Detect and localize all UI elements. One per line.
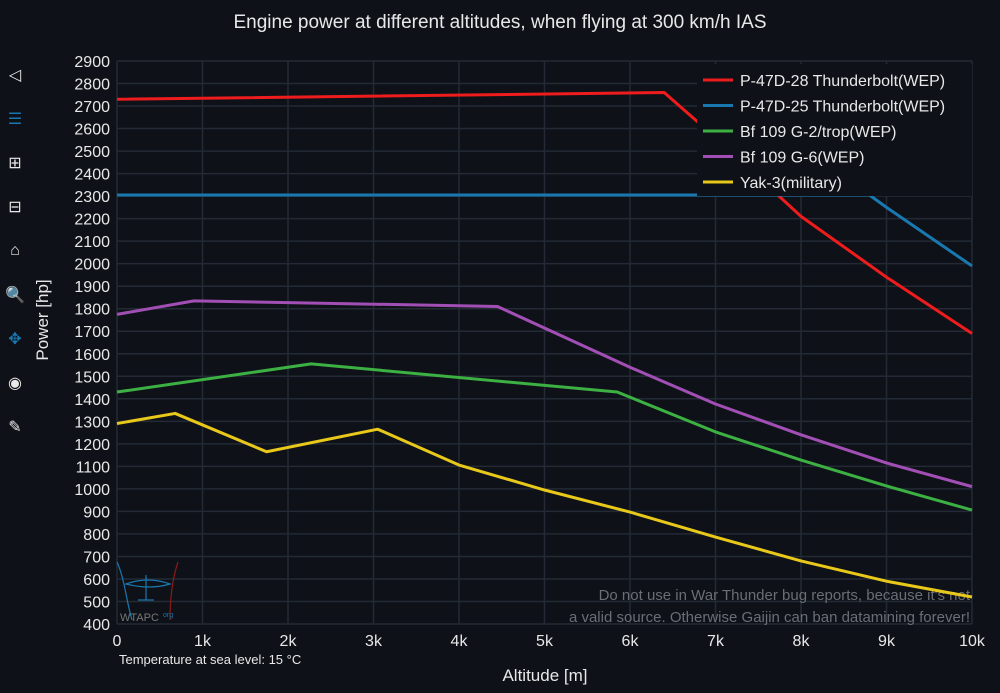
y-tick-label: 500 xyxy=(83,594,110,611)
x-tick-label: 7k xyxy=(707,633,725,650)
edit-icon[interactable]: ✎ xyxy=(8,419,22,436)
series-line-4[interactable] xyxy=(116,411,973,599)
y-tick-label: 1400 xyxy=(74,392,110,409)
y-tick-label: 700 xyxy=(83,549,110,566)
y-tick-label: 800 xyxy=(83,527,110,544)
y-tick-label: 2100 xyxy=(74,234,110,251)
disclaimer-line-2: a valid source. Otherwise Gaijin can ban… xyxy=(569,609,970,626)
x-tick-label: 3k xyxy=(365,633,383,650)
y-tick-label: 1500 xyxy=(74,369,110,386)
y-tick-label: 2700 xyxy=(74,99,110,116)
y-tick-label: 1100 xyxy=(76,459,111,476)
legend-label[interactable]: Yak-3(military) xyxy=(740,175,842,192)
x-tick-label: 6k xyxy=(622,633,640,650)
legend[interactable]: P-47D-28 Thunderbolt(WEP) P-47D-25 Thunde… xyxy=(697,64,972,196)
y-tick-label: 600 xyxy=(83,572,110,589)
y-tick-label: 2300 xyxy=(74,189,110,206)
y-tick-label: 1300 xyxy=(74,414,110,431)
zoom-box-icon[interactable]: 🔍 xyxy=(5,287,25,304)
y-tick-label: 1600 xyxy=(74,347,110,364)
y-tick-label: 900 xyxy=(83,504,110,521)
logo-text: WTAPC xyxy=(120,612,159,624)
legend-label[interactable]: P-47D-25 Thunderbolt(WEP) xyxy=(740,99,945,116)
series-line-2[interactable] xyxy=(116,362,973,512)
y-tick-label: 1000 xyxy=(74,482,110,499)
y-tick-label: 2400 xyxy=(74,167,110,184)
y-tick-label: 2200 xyxy=(74,212,110,229)
x-tick-label: 1k xyxy=(194,633,212,650)
pan-icon[interactable]: ✥ xyxy=(8,331,22,348)
wtapc-logo: WTAPC org xyxy=(116,561,179,624)
toolbar: ◁ ☰ ⊞ ⊟ ⌂ 🔍 ✥ ◉ ✎ xyxy=(4,64,26,460)
temperature-note: Temperature at sea level: 15 °C xyxy=(119,652,302,667)
x-tick-label: 0 xyxy=(113,633,122,650)
home-icon[interactable]: ⌂ xyxy=(10,242,20,259)
zoom-in-icon[interactable]: ⊞ xyxy=(8,155,22,172)
x-tick-label: 8k xyxy=(793,633,811,650)
legend-label[interactable]: Bf 109 G-2/trop(WEP) xyxy=(740,124,897,141)
y-tick-label: 400 xyxy=(83,617,110,634)
series-line-3[interactable] xyxy=(116,299,973,489)
logo-sup: org xyxy=(163,612,173,619)
x-tick-label: 2k xyxy=(280,633,298,650)
y-tick-label: 2600 xyxy=(74,122,110,139)
y-tick-label: 2800 xyxy=(74,77,110,94)
y-tick-label: 1800 xyxy=(74,302,110,319)
disclaimer-line-1: Do not use in War Thunder bug reports, b… xyxy=(599,587,971,604)
y-tick-label: 2000 xyxy=(74,257,110,274)
compare-icon[interactable]: ☰ xyxy=(7,111,23,128)
y-tick-label: 1200 xyxy=(74,437,110,454)
y-tick-label: 2500 xyxy=(74,144,110,161)
legend-label[interactable]: P-47D-28 Thunderbolt(WEP) xyxy=(740,73,945,90)
x-tick-label: 9k xyxy=(878,633,896,650)
y-tick-label: 1900 xyxy=(74,279,110,296)
x-tick-label: 4k xyxy=(451,633,469,650)
zoom-out-icon[interactable]: ⊟ xyxy=(8,199,22,216)
chart-title: Engine power at different altitudes, whe… xyxy=(233,12,767,33)
series-line-1[interactable] xyxy=(117,193,973,268)
y-axis-label: Power [hp] xyxy=(33,279,52,360)
x-tick-label: 10k xyxy=(959,633,986,650)
y-tick-label: 1700 xyxy=(74,324,110,341)
download-icon[interactable]: ◁ xyxy=(8,67,22,84)
x-tick-label: 5k xyxy=(536,633,554,650)
legend-background xyxy=(697,64,972,196)
y-tick-label: 2900 xyxy=(74,54,110,71)
camera-icon[interactable]: ◉ xyxy=(8,375,22,392)
legend-label[interactable]: Bf 109 G-6(WEP) xyxy=(740,150,864,167)
x-axis-label: Altitude [m] xyxy=(502,666,587,685)
